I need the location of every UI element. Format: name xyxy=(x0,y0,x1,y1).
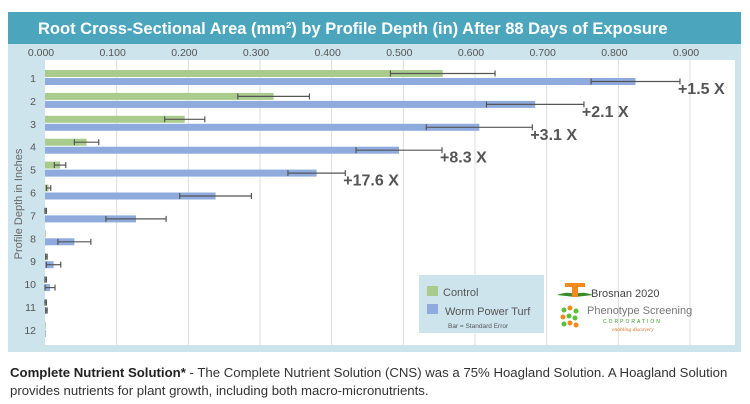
phenotype-logo-icon xyxy=(560,305,579,328)
y-tick-label: 2 xyxy=(30,96,36,108)
brosnan-label: Brosnan 2020 xyxy=(591,288,660,300)
footer-bold: Complete Nutrient Solution* xyxy=(10,365,186,380)
legend-label-control: Control xyxy=(443,287,478,299)
y-tick-label: 1 xyxy=(30,73,36,85)
x-tick-label: 0.400 xyxy=(315,47,341,59)
bar-worm-power xyxy=(45,146,400,154)
y-tick-label: 8 xyxy=(30,233,36,245)
y-tick-label: 4 xyxy=(30,142,36,154)
bar-worm-power xyxy=(45,215,137,223)
legend: Control Worm Power Turf Bar = Standard E… xyxy=(419,275,544,333)
bar-chart: Root Cross-Sectional Area (mm²) by Profi… xyxy=(8,12,741,352)
fold-change-annotation: +1.5 X xyxy=(678,81,725,98)
footer-text: - The Complete Nutrient Solution (CNS) w… xyxy=(10,365,728,398)
bar-worm-power xyxy=(45,100,536,108)
bar-control xyxy=(45,70,443,77)
legend-label-worm-power: Worm Power Turf xyxy=(445,306,531,318)
bar-worm-power xyxy=(45,192,216,200)
bar-worm-power xyxy=(45,123,480,131)
legend-swatch-worm-power xyxy=(427,304,438,314)
bar-worm-power xyxy=(45,169,317,177)
y-tick-label: 5 xyxy=(30,165,36,177)
corporation-label: CORPORATION xyxy=(603,319,662,325)
bar-control xyxy=(45,161,61,169)
x-tick-label: 0.500 xyxy=(386,47,412,59)
y-tick-label: 11 xyxy=(25,302,36,314)
x-tick-label: 0.100 xyxy=(100,47,126,59)
bar-worm-power xyxy=(45,329,46,337)
x-tick-label: 0.300 xyxy=(243,47,269,59)
y-tick-label: 12 xyxy=(24,325,36,337)
phenotype-label: Phenotype Screening xyxy=(587,305,692,317)
fold-change-annotation: +3.1 X xyxy=(530,127,577,144)
y-tick-label: 7 xyxy=(30,210,36,222)
y-tick-label: 10 xyxy=(24,279,36,291)
bar-control xyxy=(45,92,274,100)
bar-control xyxy=(45,138,87,146)
legend-swatch-control xyxy=(427,286,438,296)
y-tick-label: 3 xyxy=(30,119,36,131)
x-tick-label: 0.900 xyxy=(673,47,699,59)
legend-box xyxy=(419,275,544,333)
fold-change-annotation: +8.3 X xyxy=(440,150,487,167)
fold-change-annotation: +17.6 X xyxy=(343,173,399,190)
chart-title: Root Cross-Sectional Area (mm²) by Profi… xyxy=(38,20,668,38)
bar-control xyxy=(45,115,185,123)
x-tick-label: 0.700 xyxy=(530,47,556,59)
title-banner xyxy=(8,12,741,44)
y-axis-label: Profile Depth in Inches xyxy=(13,148,25,259)
x-tick-label: 0.200 xyxy=(171,47,197,59)
fold-change-annotation: +2.1 X xyxy=(582,104,629,121)
y-tick-label: 6 xyxy=(30,188,36,200)
x-tick-label: 0.600 xyxy=(458,47,484,59)
tennessee-logo xyxy=(557,283,593,297)
bar-control xyxy=(45,321,46,329)
bar-worm-power xyxy=(45,78,636,85)
tagline-label: enabling discovery xyxy=(612,327,654,333)
y-tick-label: 9 xyxy=(30,256,36,268)
x-tick-label: 0.800 xyxy=(601,47,627,59)
bar-control xyxy=(45,230,46,238)
x-tick-label: 0.000 xyxy=(28,47,54,59)
logos: Brosnan 2020 Phenotype Screening CORPORA… xyxy=(557,283,692,333)
legend-note: Bar = Standard Error xyxy=(448,323,509,330)
footer-note: Complete Nutrient Solution* - The Comple… xyxy=(10,364,745,400)
